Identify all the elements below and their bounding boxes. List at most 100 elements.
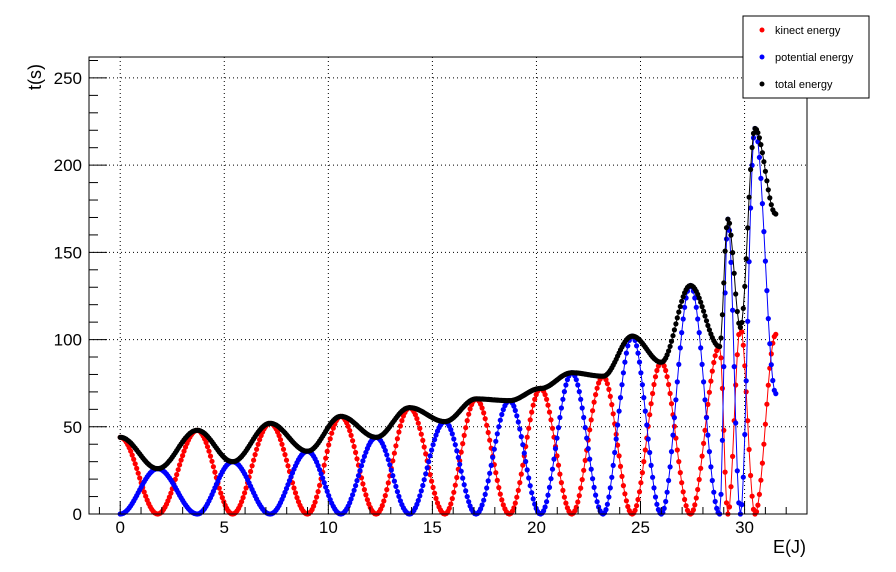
data-point [742, 431, 748, 438]
data-point [141, 489, 147, 495]
data-point [354, 456, 360, 462]
data-point [549, 466, 556, 472]
data-point [499, 411, 505, 418]
axes: 0 5 10 15 20 25 30 0 50 100 150 200 250 [54, 59, 808, 537]
data-point [242, 490, 248, 496]
data-point [546, 484, 553, 490]
data-point [558, 405, 565, 411]
data-point [714, 505, 720, 511]
data-point [393, 443, 399, 449]
data-point [620, 483, 627, 489]
data-point [742, 283, 748, 289]
data-point [518, 434, 524, 440]
data-point [180, 453, 186, 459]
series-total-energy [117, 125, 779, 472]
data-point [761, 159, 767, 165]
data-point [743, 378, 749, 384]
data-point [745, 225, 751, 231]
data-point [648, 462, 654, 468]
data-point [730, 453, 736, 459]
data-point [391, 450, 397, 456]
data-point [330, 425, 336, 431]
data-point [645, 436, 651, 442]
data-point [668, 401, 675, 407]
data-point [348, 432, 354, 438]
data-point [478, 506, 484, 512]
data-point [609, 402, 615, 408]
data-point [719, 437, 726, 443]
data-point [218, 490, 224, 496]
data-point [576, 389, 582, 395]
data-point [591, 399, 597, 405]
data-point [762, 168, 769, 174]
data-point [587, 427, 593, 433]
data-point [511, 403, 517, 409]
data-point [555, 425, 562, 431]
data-point [647, 412, 653, 418]
data-point [722, 469, 728, 475]
data-point [759, 201, 766, 207]
data-point [625, 343, 631, 349]
data-point [765, 187, 771, 193]
data-point [255, 441, 261, 447]
data-point [178, 457, 184, 463]
data-point [670, 432, 676, 438]
data-point [759, 460, 766, 466]
data-point [415, 497, 421, 504]
data-point [728, 484, 734, 490]
data-point [432, 490, 438, 496]
data-point [706, 327, 713, 333]
data-point [324, 448, 330, 454]
data-point [590, 476, 596, 482]
x-tick-label: 30 [735, 518, 754, 537]
data-point [668, 338, 675, 344]
data-point [650, 474, 656, 480]
data-point [563, 382, 569, 388]
data-point [353, 449, 359, 456]
data-point [613, 436, 619, 442]
data-point [606, 494, 612, 500]
data-point [698, 345, 704, 351]
data-point [532, 396, 538, 402]
y-axis-label: t(s) [25, 64, 45, 90]
data-point [128, 448, 134, 454]
data-point [690, 507, 697, 513]
data-point [679, 480, 685, 486]
data-point [204, 444, 211, 450]
data-point [765, 382, 771, 388]
data-point [494, 431, 500, 437]
y-tick-label: 100 [54, 331, 82, 350]
data-point [417, 493, 423, 499]
data-point [722, 248, 728, 254]
data-point [582, 457, 588, 463]
data-point [615, 422, 621, 428]
data-point [667, 343, 673, 349]
data-point [482, 416, 488, 422]
x-tick-label: 20 [527, 518, 546, 537]
data-point [412, 412, 418, 418]
data-point [661, 505, 667, 511]
data-point [663, 367, 669, 374]
data-point [773, 391, 779, 397]
data-point [764, 178, 770, 184]
data-point [177, 462, 183, 468]
data-point [481, 410, 487, 416]
data-point [755, 502, 761, 508]
data-point [350, 492, 356, 498]
data-point [491, 446, 497, 452]
data-point [692, 295, 698, 301]
data-point [676, 361, 682, 367]
data-point [756, 135, 763, 141]
data-point [451, 436, 457, 442]
data-point [500, 407, 506, 413]
data-point [353, 483, 359, 489]
data-point [285, 482, 291, 488]
data-point [181, 448, 187, 454]
data-point [661, 363, 667, 369]
data-point [497, 491, 503, 497]
y-tick-label: 0 [73, 505, 82, 524]
data-point [648, 401, 654, 407]
data-point [420, 437, 426, 443]
data-point [557, 414, 563, 421]
data-point [733, 382, 739, 388]
